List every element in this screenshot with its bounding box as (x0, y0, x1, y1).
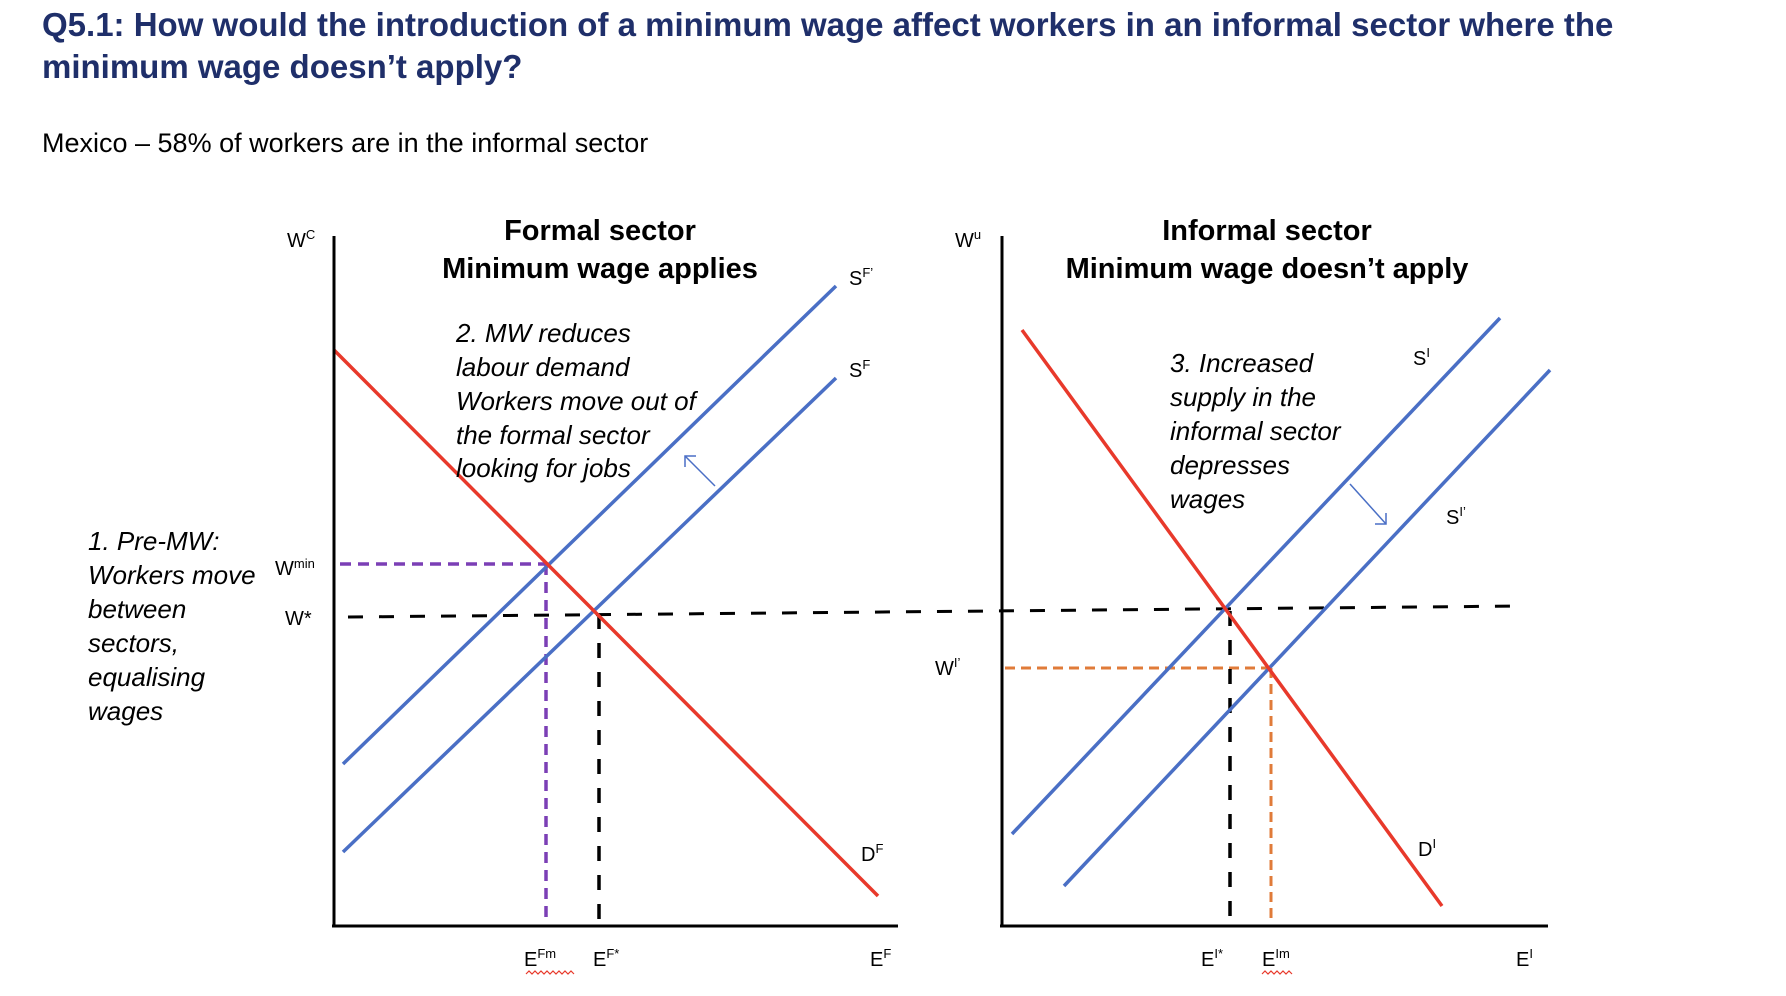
informal-new-wage-label: WI’ (935, 655, 961, 680)
equilibrium-wage-guide (347, 604, 1526, 619)
informal-note-line: wages (1170, 484, 1245, 514)
formal-demand-label: DF (861, 841, 883, 866)
informal-demand-label: DI (1418, 836, 1436, 861)
informal-demand-curve (1020, 328, 1444, 908)
informal-new-employment-label: EIm (1262, 946, 1290, 971)
wmin-label: Wmin (275, 556, 315, 580)
informal-sector-panel: Informal sector Minimum wage doesn’t app… (935, 215, 1552, 975)
formal-supply-shift-arrowhead (684, 455, 696, 467)
informal-note-line: supply in the (1170, 382, 1316, 412)
formal-y-axis-label: WC (287, 227, 315, 252)
informal-supply-shift-arrow (1349, 483, 1387, 525)
formal-supply-shift-arrow (684, 455, 716, 487)
informal-y-axis-label: Wu (955, 227, 981, 252)
formal-note-line: labour demand (456, 352, 631, 382)
informal-note-line: depresses (1170, 450, 1290, 480)
informal-note-line: informal sector (1170, 416, 1342, 446)
formal-note-line: 2. MW reduces (455, 318, 631, 348)
pre-mw-note-line: between (88, 594, 186, 624)
informal-equilibrium-employment-label: EI* (1201, 946, 1223, 971)
informal-subheading: Minimum wage doesn’t apply (1066, 253, 1469, 285)
formal-supply-shifted-curve (341, 284, 838, 766)
pre-mw-note-line: 1. Pre-MW: (88, 526, 219, 556)
formal-note-line: looking for jobs (456, 453, 631, 483)
page-subtitle: Mexico – 58% of workers are in the infor… (42, 128, 649, 158)
pre-mw-note-line: sectors, (88, 628, 179, 658)
page-title: Q5.1: How would the introduction of a mi… (42, 6, 1614, 85)
formal-supply-curve (341, 376, 838, 854)
formal-sector-panel: Formal sector Minimum wage applies WC EF… (275, 215, 1526, 975)
formal-equilibrium-employment-label: EF* (593, 946, 619, 971)
informal-note-line: 3. Increased (1170, 348, 1315, 378)
formal-x-axis-label: EF (870, 946, 891, 971)
formal-note-line: the formal sector (456, 420, 651, 450)
pre-mw-note-line: equalising (88, 662, 206, 692)
wstar-label: W* (285, 608, 312, 630)
formal-subheading: Minimum wage applies (442, 253, 758, 285)
informal-supply-shifted-curve (1062, 368, 1552, 888)
spellcheck-squiggle (1261, 970, 1293, 975)
informal-supply-curve (1010, 316, 1502, 836)
informal-supply-label: SI (1413, 345, 1430, 370)
formal-demand-curve (332, 348, 880, 898)
spellcheck-squiggle (525, 970, 575, 975)
informal-x-axis-label: EI (1516, 946, 1533, 971)
formal-heading: Formal sector (504, 215, 696, 247)
informal-heading: Informal sector (1162, 215, 1372, 247)
formal-min-employment-label: EFm (524, 946, 556, 971)
formal-note-line: Workers move out of (456, 386, 699, 416)
pre-mw-note-line: wages (88, 696, 163, 726)
formal-supply-shifted-label: SF’ (849, 265, 873, 290)
informal-supply-shift-arrowhead (1375, 513, 1387, 525)
pre-mw-note-line: Workers move (88, 560, 256, 590)
pre-mw-note: 1. Pre-MW: Workers move between sectors,… (88, 526, 256, 726)
formal-supply-label: SF (849, 357, 870, 382)
informal-supply-shifted-label: SI’ (1446, 504, 1466, 529)
